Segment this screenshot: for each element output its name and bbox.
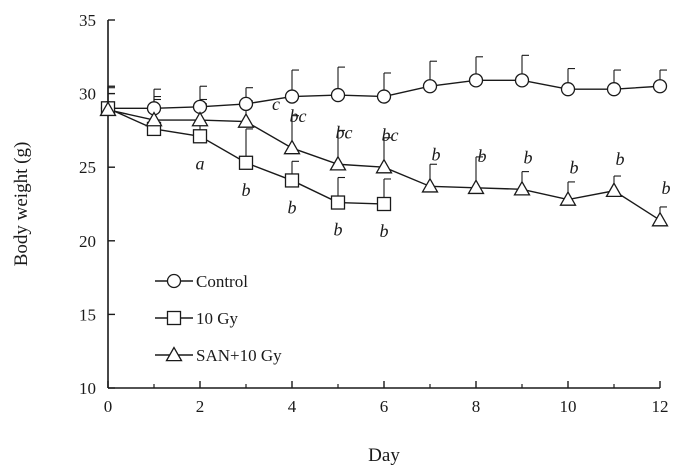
triangle-point [651, 211, 669, 227]
triangle-point [191, 111, 209, 127]
y-tick-label: 35 [79, 11, 96, 30]
x-tick-label: 4 [288, 397, 297, 416]
significance-label: b [662, 178, 671, 198]
x-axis-title: Day [368, 445, 400, 465]
triangle-point [145, 111, 163, 127]
legend-marker-square [166, 310, 182, 326]
x-tick-label: 12 [652, 397, 669, 416]
triangle-point [467, 178, 485, 195]
significance-annotations: a c b bc b bc b bc b b b b b b b [196, 94, 671, 241]
significance-label: c [272, 94, 280, 114]
circle-point [422, 79, 438, 94]
y-axis-title: Body weight (g) [11, 142, 32, 267]
circle-point [376, 89, 392, 104]
x-tick-label: 6 [380, 397, 389, 416]
y-tick-label: 10 [79, 379, 96, 398]
significance-label: b [432, 144, 441, 164]
square-point [192, 129, 208, 144]
series-markers [99, 73, 669, 227]
y-tick-label: 20 [79, 232, 96, 251]
triangle-point [375, 158, 393, 174]
significance-label: bc [382, 125, 399, 145]
legend-marker-triangle [165, 346, 183, 362]
circle-point [468, 73, 484, 88]
x-tick-label: 10 [560, 397, 577, 416]
significance-label: bc [336, 122, 353, 142]
circle-point [238, 96, 254, 112]
chart-axes: 0 2 4 6 8 10 12 10 15 20 25 30 35 [79, 11, 669, 416]
significance-label: a [196, 153, 205, 173]
significance-label: b [288, 197, 297, 217]
triangle-point [329, 155, 347, 171]
y-tick-label: 25 [79, 158, 96, 177]
y-tick-label: 15 [79, 305, 96, 324]
significance-label: b [242, 180, 251, 200]
circle-point [606, 82, 622, 97]
x-tick-label: 8 [472, 397, 481, 416]
square-point [376, 196, 392, 212]
triangle-point [513, 180, 531, 196]
significance-label: b [380, 221, 389, 241]
significance-label: bc [290, 106, 307, 126]
significance-label: b [478, 146, 487, 166]
legend-label: SAN+10 Gy [196, 346, 282, 365]
square-point [238, 155, 254, 170]
triangle-point [283, 139, 301, 155]
significance-label: b [524, 147, 533, 167]
circle-point [514, 73, 530, 88]
significance-label: b [570, 158, 579, 178]
triangle-point [421, 177, 439, 193]
legend-marker-circle [166, 273, 182, 289]
circle-point [284, 89, 300, 104]
legend-label: 10 Gy [196, 309, 239, 328]
square-point [284, 173, 300, 188]
x-tick-label: 0 [104, 397, 113, 416]
significance-label: b [616, 149, 625, 169]
triangle-point [559, 190, 577, 206]
circle-point [560, 82, 576, 97]
triangle-point [99, 100, 117, 117]
triangle-point [605, 181, 623, 198]
triangle-point [237, 112, 255, 128]
circle-point [330, 87, 346, 103]
square-point [330, 195, 346, 210]
legend: Control 10 Gy SAN+10 Gy [155, 272, 282, 365]
circle-point [652, 79, 668, 94]
significance-label: b [334, 220, 343, 240]
y-tick-label: 30 [79, 85, 96, 104]
x-tick-label: 2 [196, 397, 205, 416]
legend-label: Control [196, 272, 248, 291]
